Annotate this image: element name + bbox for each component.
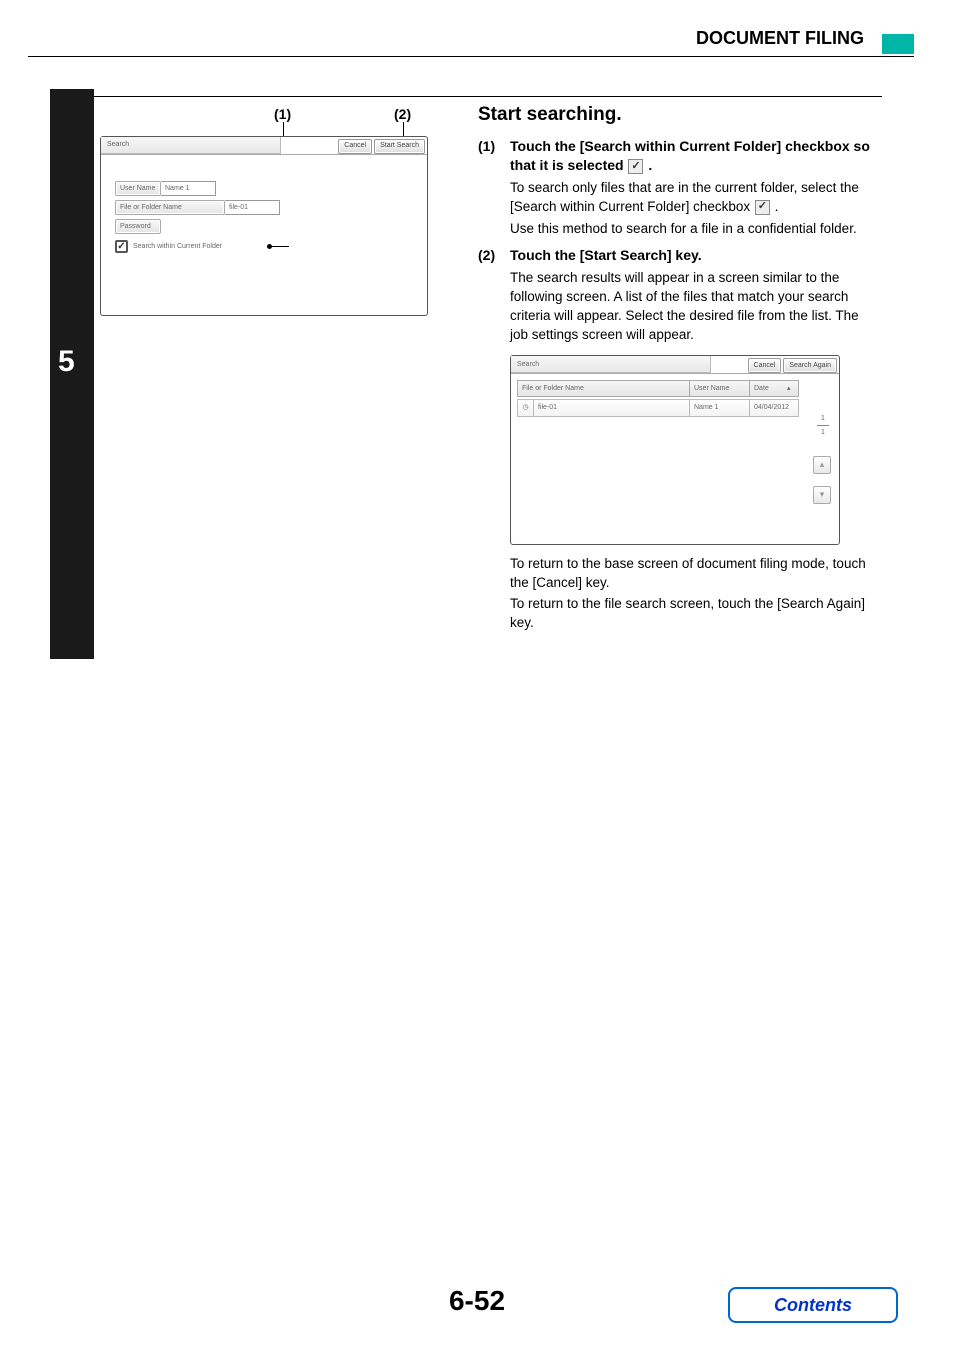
result-search-again-button[interactable]: Search Again [783, 358, 837, 373]
result-title: Search [511, 356, 711, 373]
row-user: Name 1 [689, 399, 749, 417]
result-row[interactable]: ◷ file-01 Name 1 04/04/2012 [511, 399, 839, 417]
pager-top: 1 [817, 414, 829, 424]
start-search-button[interactable]: Start Search [374, 139, 425, 154]
search-panel: Search Cancel Start Search User Name Nam… [100, 136, 428, 316]
result-panel: Search Cancel Search Again File or Folde… [510, 355, 840, 545]
col-header-date[interactable]: Date ▴ [749, 380, 799, 398]
pager: 1 1 [817, 414, 829, 439]
header-rule [28, 56, 914, 57]
filefolder-label[interactable]: File or Folder Name [115, 200, 225, 215]
username-value: Name 1 [161, 181, 216, 196]
scroll-up-button[interactable]: ▴ [813, 456, 831, 474]
header-accent-bar [882, 34, 914, 54]
content-top-rule [82, 96, 882, 97]
scroll-down-button[interactable]: ▾ [813, 486, 831, 504]
header-title: DOCUMENT FILING [696, 28, 864, 49]
inline-checkbox-icon: ✓ [628, 159, 643, 174]
sub2-body: The search results will appear in a scre… [510, 269, 878, 345]
sub-num-2: (2) [478, 246, 510, 633]
row-date: 04/04/2012 [749, 399, 799, 417]
sub1-heading-a: Touch the [Search within Current Folder]… [510, 138, 870, 174]
sub-num-1: (1) [478, 137, 510, 239]
checkbox-label: Search within Current Folder [133, 243, 222, 250]
section-title: Start searching. [478, 102, 878, 129]
password-label[interactable]: Password [115, 219, 161, 234]
step-number: 5 [58, 345, 75, 379]
row-name: file-01 [533, 399, 689, 417]
panel-title: Search [101, 137, 281, 154]
result-cancel-button[interactable]: Cancel [748, 358, 782, 373]
callout-2: (2) [394, 106, 411, 122]
sub1-body1: To search only files that are in the cur… [510, 180, 859, 214]
callout-1: (1) [274, 106, 291, 122]
row-icon: ◷ [517, 399, 533, 417]
col-header-name[interactable]: File or Folder Name [517, 380, 689, 398]
after-text-2: To return to the file search screen, tou… [510, 595, 878, 633]
inline-checkbox-icon-2: ✓ [755, 200, 770, 215]
pager-bottom: 1 [817, 428, 829, 438]
pager-divider [817, 425, 829, 426]
contents-button[interactable]: Contents [728, 1287, 898, 1323]
check-icon: ✓ [117, 242, 125, 252]
sub1-body1b: . [775, 199, 779, 214]
pointer-line [271, 246, 289, 247]
cancel-button[interactable]: Cancel [338, 139, 372, 154]
after-text-1: To return to the base screen of document… [510, 555, 878, 593]
callout-row: (1) (2) [100, 100, 445, 136]
sub2-heading: Touch the [Start Search] key. [510, 246, 878, 266]
sub1-body2: Use this method to search for a file in … [510, 220, 878, 239]
sub1-heading-b: . [648, 157, 652, 173]
col-header-user[interactable]: User Name [689, 380, 749, 398]
sort-icon: ▴ [787, 384, 795, 392]
search-within-folder-checkbox[interactable]: ✓ [115, 240, 128, 253]
username-label[interactable]: User Name [115, 181, 161, 196]
filefolder-value: file-01 [225, 200, 280, 215]
